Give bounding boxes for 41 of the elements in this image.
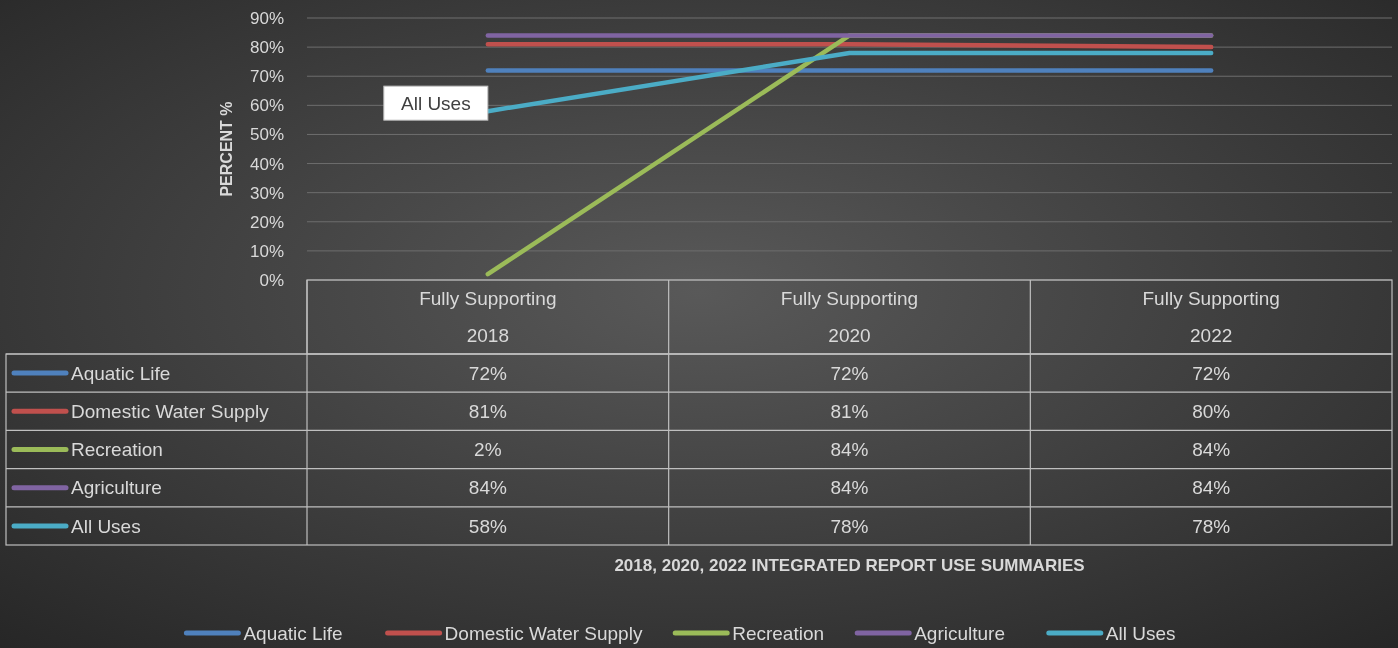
data-label: 58% (468, 515, 507, 537)
legend-label: Recreation (732, 622, 825, 644)
text: Domestic Water Supply (444, 622, 643, 644)
data-label: 84% (1192, 477, 1231, 499)
data-label: 72% (830, 362, 869, 384)
annotation: All Uses (400, 92, 471, 114)
y-tick-label: 90% (249, 8, 284, 28)
legend-label: Aquatic Life (71, 362, 171, 384)
y-tick-label: 0% (259, 270, 284, 290)
data-label: 78% (1192, 515, 1231, 537)
x-tick-label: Fully Supporting 2020 (780, 288, 919, 346)
y-tick-label: 40% (249, 154, 284, 174)
data-label: 78% (830, 515, 869, 537)
y-tick-label: 60% (249, 96, 284, 116)
data-label: 80% (1192, 400, 1231, 422)
text: 2018, 2020, 2022 INTEGRATED REPORT USE SUMMARIES (614, 556, 1085, 575)
text: Agriculture (914, 622, 1006, 644)
legend-label: Agriculture (71, 477, 162, 499)
y-tick-label: 20% (249, 212, 284, 232)
data-label: 81% (830, 400, 869, 422)
data-label: 84% (468, 477, 507, 499)
x-tick-label: Fully Supporting 2022 (1142, 288, 1280, 346)
data-label: 84% (830, 477, 869, 499)
data-label: 84% (1192, 439, 1231, 461)
y-tick-label: 30% (249, 183, 284, 203)
data-label: 72% (468, 362, 507, 384)
legend-label: Domestic Water Supply (71, 400, 270, 422)
y-tick-label: 50% (249, 125, 284, 145)
data-label: 2% (474, 439, 502, 461)
text: Recreation (71, 439, 163, 461)
x-tick-label: Fully Supporting 2018 (419, 288, 557, 346)
y-tick-label: 70% (249, 67, 284, 87)
text: Aquatic Life (243, 622, 343, 644)
legend-label: All Uses (1105, 622, 1176, 644)
data-label: 84% (830, 439, 869, 461)
data-label: 72% (1192, 362, 1231, 384)
text: All Uses (71, 515, 141, 537)
y-tick-label: 10% (249, 241, 284, 261)
y-axis-title: PERCENT % (218, 101, 235, 197)
data-label: 81% (468, 400, 507, 422)
y-tick-label: 80% (249, 38, 284, 58)
